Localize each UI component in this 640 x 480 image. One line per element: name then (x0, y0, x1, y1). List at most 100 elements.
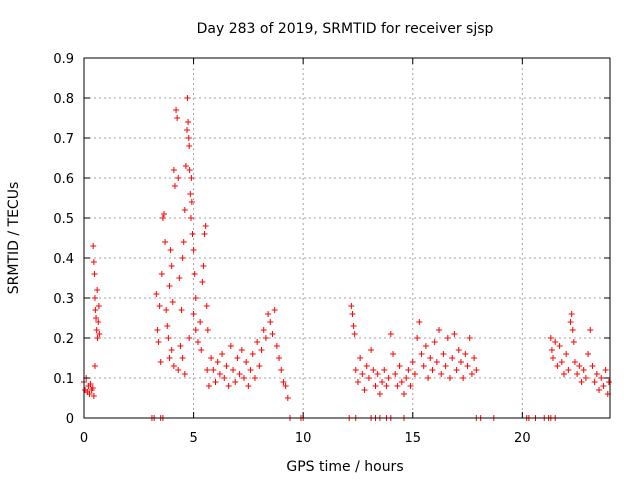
x-tick-label: 0 (80, 431, 88, 446)
data-point (574, 371, 581, 377)
data-point (265, 311, 272, 317)
data-point (363, 363, 370, 369)
data-point (455, 347, 462, 353)
data-point (348, 303, 355, 309)
data-point (154, 327, 161, 333)
data-point (168, 347, 175, 353)
data-point (204, 327, 211, 333)
chart-title: Day 283 of 2019, SRMTID for receiver sjs… (197, 21, 494, 37)
data-point (201, 231, 208, 237)
data-point (576, 363, 583, 369)
data-point (192, 295, 199, 301)
data-point (387, 331, 394, 337)
x-tick-label: 20 (514, 431, 531, 446)
data-point (214, 359, 221, 365)
data-point (436, 327, 443, 333)
data-point (184, 95, 191, 101)
data-point (194, 339, 201, 345)
data-point (462, 351, 469, 357)
data-point (157, 359, 164, 365)
data-point (230, 367, 237, 373)
data-point (589, 363, 596, 369)
data-point (254, 339, 261, 345)
data-point (429, 367, 436, 373)
data-point (403, 375, 410, 381)
data-point (187, 191, 194, 197)
data-point (262, 335, 269, 341)
data-point (170, 363, 177, 369)
data-point (188, 199, 195, 205)
data-point (468, 371, 475, 377)
data-point (431, 339, 438, 345)
data-point (567, 319, 574, 325)
data-point (159, 215, 166, 221)
data-point (271, 307, 278, 313)
y-tick-label: 0.1 (53, 372, 74, 387)
x-tick-label: 10 (295, 431, 312, 446)
data-point (449, 355, 456, 361)
data-point (591, 379, 598, 385)
data-point (245, 383, 252, 389)
data-point (444, 335, 451, 341)
data-point (208, 355, 215, 361)
data-point (580, 367, 587, 373)
data-point (409, 359, 416, 365)
data-point (165, 335, 172, 341)
data-point (422, 343, 429, 349)
data-point (192, 327, 199, 333)
data-point (284, 395, 291, 401)
data-point (392, 371, 399, 377)
y-tick-label: 0.4 (53, 252, 74, 267)
data-point (396, 363, 403, 369)
data-point (550, 355, 557, 361)
data-point (190, 247, 197, 253)
data-point (184, 127, 191, 133)
data-point (390, 351, 397, 357)
data-point (565, 367, 572, 373)
grid-lines (84, 58, 610, 418)
x-tick-label: 5 (189, 431, 197, 446)
data-point (182, 163, 189, 169)
data-point (282, 383, 289, 389)
x-tick-label: 15 (404, 431, 421, 446)
data-point (227, 343, 234, 349)
data-point (156, 303, 163, 309)
data-point (357, 355, 364, 361)
data-point (188, 175, 195, 181)
data-point (171, 183, 178, 189)
y-tick-label: 0.8 (53, 92, 74, 107)
data-point (204, 367, 211, 373)
data-point (179, 255, 186, 261)
data-point (200, 263, 207, 269)
data-point (203, 303, 210, 309)
data-point (471, 355, 478, 361)
data-point (457, 359, 464, 365)
data-point (197, 319, 204, 325)
data-point (598, 375, 605, 381)
data-point (552, 339, 559, 345)
data-point (438, 371, 445, 377)
data-point (269, 331, 276, 337)
data-point (198, 347, 205, 353)
data-point (260, 327, 267, 333)
data-point (223, 363, 230, 369)
data-point (460, 375, 467, 381)
data-point (185, 119, 192, 125)
data-point (166, 355, 173, 361)
data-point (560, 371, 567, 377)
data-point (243, 359, 250, 365)
data-point (91, 363, 98, 369)
data-point (155, 339, 162, 345)
data-point (407, 383, 414, 389)
data-point (166, 283, 173, 289)
data-point (162, 239, 169, 245)
y-tick-label: 0.2 (53, 332, 74, 347)
data-point (372, 383, 379, 389)
data-point (569, 327, 576, 333)
data-point (185, 135, 192, 141)
data-point (556, 343, 563, 349)
data-point (400, 391, 407, 397)
data-point (174, 115, 181, 121)
data-point (547, 335, 554, 341)
